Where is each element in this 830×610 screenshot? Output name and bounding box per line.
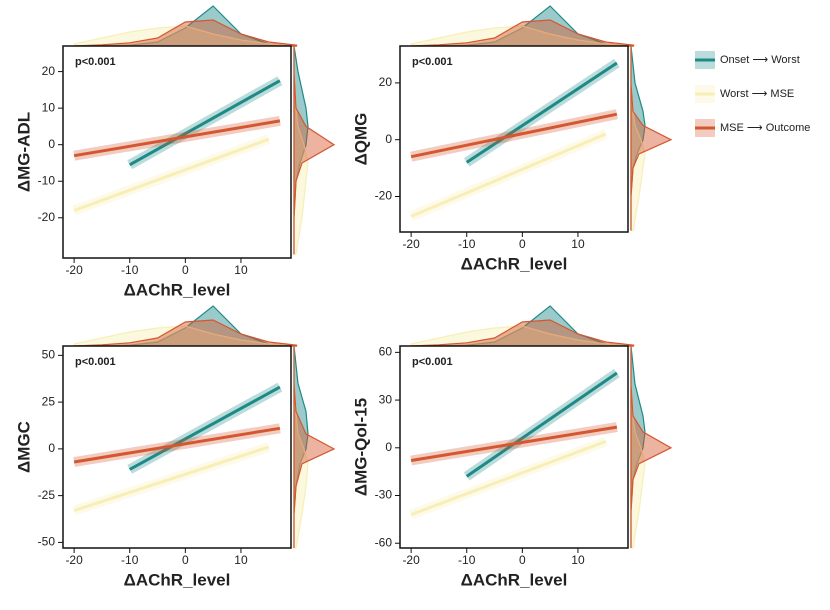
y-tick-label: -60 xyxy=(375,535,393,549)
regression-line xyxy=(128,385,281,471)
legend-label: MSE ⟶ Outcome xyxy=(720,122,810,134)
x-tick-label: 10 xyxy=(234,553,248,567)
y-tick-label: 60 xyxy=(379,345,393,359)
x-tick-label: 0 xyxy=(182,553,189,567)
regression-line xyxy=(73,426,281,464)
x-tick-label: -20 xyxy=(402,553,420,567)
y-tick-label: 0 xyxy=(385,132,392,146)
y-axis-label: ΔQMG xyxy=(351,113,370,166)
x-tick-label: 10 xyxy=(234,263,248,277)
y-tick-label: 0 xyxy=(385,440,392,454)
y-axis-label: ΔMGC xyxy=(14,421,33,473)
regression-line xyxy=(73,119,281,158)
x-tick-label: 10 xyxy=(571,553,585,567)
y-tick-label: 25 xyxy=(42,394,56,408)
x-tick-label: -20 xyxy=(65,263,83,277)
y-tick-label: -10 xyxy=(38,173,56,187)
x-tick-label: 0 xyxy=(519,237,526,251)
regression-line xyxy=(73,445,270,513)
y-tick-label: -30 xyxy=(375,488,393,502)
y-tick-label: 30 xyxy=(379,392,393,406)
x-axis-label: ΔAChR_level xyxy=(461,570,568,589)
y-tick-label: 0 xyxy=(48,441,55,455)
x-tick-label: -20 xyxy=(402,237,420,251)
x-tick-label: -10 xyxy=(458,237,476,251)
x-tick-label: 10 xyxy=(571,237,585,251)
y-tick-label: -50 xyxy=(38,535,56,549)
regression-line xyxy=(465,61,618,164)
x-tick-label: -10 xyxy=(121,553,139,567)
regression-line xyxy=(128,79,281,167)
annotation: p<0.001 xyxy=(75,56,116,68)
regression-line xyxy=(410,112,618,159)
regression-line xyxy=(410,439,607,517)
regression-line xyxy=(73,137,270,212)
x-tick-label: 0 xyxy=(519,553,526,567)
regression-line xyxy=(465,371,618,478)
y-tick-label: 20 xyxy=(42,64,56,78)
x-axis-label: ΔAChR_level xyxy=(461,254,568,273)
y-tick-label: -20 xyxy=(375,189,393,203)
x-tick-label: -10 xyxy=(458,553,476,567)
y-axis-label: ΔMG-Qol-15 xyxy=(351,398,370,496)
annotation: p<0.001 xyxy=(75,356,116,368)
plot-frame xyxy=(62,345,292,549)
x-tick-label: 0 xyxy=(182,263,189,277)
y-tick-label: 50 xyxy=(42,348,56,362)
x-tick-label: -20 xyxy=(65,553,83,567)
plot-frame xyxy=(399,45,629,233)
x-axis-label: ΔAChR_level xyxy=(124,280,231,299)
y-tick-label: 10 xyxy=(42,100,56,114)
right-density xyxy=(293,346,336,548)
y-tick-label: 0 xyxy=(48,137,55,151)
right-density xyxy=(630,346,673,548)
y-axis-label: ΔMG-ADL xyxy=(14,112,33,192)
x-tick-label: -10 xyxy=(121,263,139,277)
right-density xyxy=(293,46,336,255)
y-tick-label: -20 xyxy=(38,210,56,224)
y-tick-label: 20 xyxy=(379,75,393,89)
regression-line xyxy=(410,425,618,462)
x-axis-label: ΔAChR_level xyxy=(124,570,231,589)
y-tick-label: -25 xyxy=(38,488,56,502)
legend-label: Onset ⟶ Worst xyxy=(720,54,800,66)
regression-line xyxy=(410,132,607,218)
legend-label: Worst ⟶ MSE xyxy=(720,88,794,100)
annotation: p<0.001 xyxy=(412,56,453,68)
annotation: p<0.001 xyxy=(412,356,453,368)
right-density xyxy=(630,46,673,231)
